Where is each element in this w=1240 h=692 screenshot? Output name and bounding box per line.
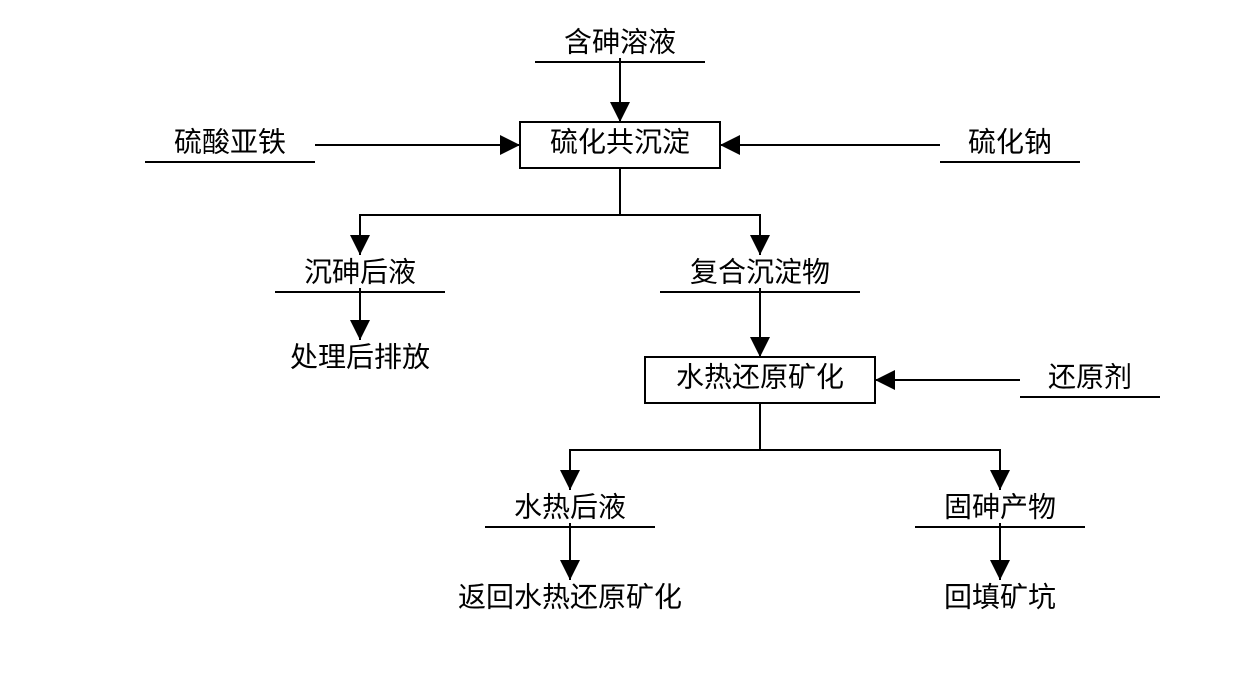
node-out2_right: 固砷产物 [915,491,1085,527]
node-label: 沉砷后液 [304,256,416,288]
node-out2_left_final: 返回水热还原矿化 [458,581,682,613]
node-right_input2: 还原剂 [1020,361,1160,397]
edge-process1-to-out1_right [620,168,760,255]
nodes-layer: 含砷溶液硫酸亚铁 硫化钠 硫化共沉淀沉砷后液 复合沉淀物处理后排放水热还原矿化 还原剂水… [145,26,1160,613]
node-label: 复合沉淀物 [690,256,830,288]
edge-process1-to-out1_left [360,168,620,255]
node-label: 水热后液 [514,491,626,523]
node-label: 含砷溶液 [564,26,676,58]
node-out2_right_final: 回填矿坑 [944,581,1056,613]
edge-process2-to-out2_right [760,403,1000,490]
node-label: 硫酸亚铁 [174,126,286,158]
edge-process2-to-out2_left [570,403,760,490]
node-right_input: 硫化钠 [940,126,1080,162]
node-process2: 水热还原矿化 [645,357,875,403]
node-label: 固砷产物 [944,491,1056,523]
node-label: 水热还原矿化 [676,361,844,393]
node-out1_left_final: 处理后排放 [290,341,430,373]
node-label: 硫化共沉淀 [550,126,690,158]
node-label: 回填矿坑 [944,581,1056,613]
node-label: 返回水热还原矿化 [458,581,682,613]
node-out1_left: 沉砷后液 [275,256,445,292]
node-process1: 硫化共沉淀 [520,122,720,168]
node-left_input: 硫酸亚铁 [145,126,315,162]
node-label: 硫化钠 [968,126,1052,158]
node-out1_right: 复合沉淀物 [660,256,860,292]
flowchart-canvas: 含砷溶液硫酸亚铁 硫化钠 硫化共沉淀沉砷后液 复合沉淀物处理后排放水热还原矿化 还原剂水… [0,0,1240,692]
node-label: 还原剂 [1048,361,1132,393]
node-top_input: 含砷溶液 [535,26,705,62]
node-label: 处理后排放 [290,341,430,373]
node-out2_left: 水热后液 [485,491,655,527]
